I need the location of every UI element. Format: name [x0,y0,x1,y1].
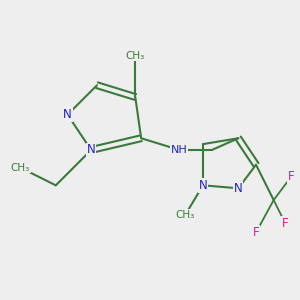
Text: CH₃: CH₃ [126,51,145,61]
Text: N: N [87,143,95,157]
Text: F: F [288,170,295,183]
Text: N: N [63,108,72,121]
Text: N: N [199,179,207,192]
Text: CH₃: CH₃ [11,163,30,173]
Text: CH₃: CH₃ [176,210,195,220]
Text: N: N [234,182,243,195]
Text: F: F [253,226,259,239]
Text: NH: NH [171,145,188,155]
Text: F: F [282,217,289,230]
